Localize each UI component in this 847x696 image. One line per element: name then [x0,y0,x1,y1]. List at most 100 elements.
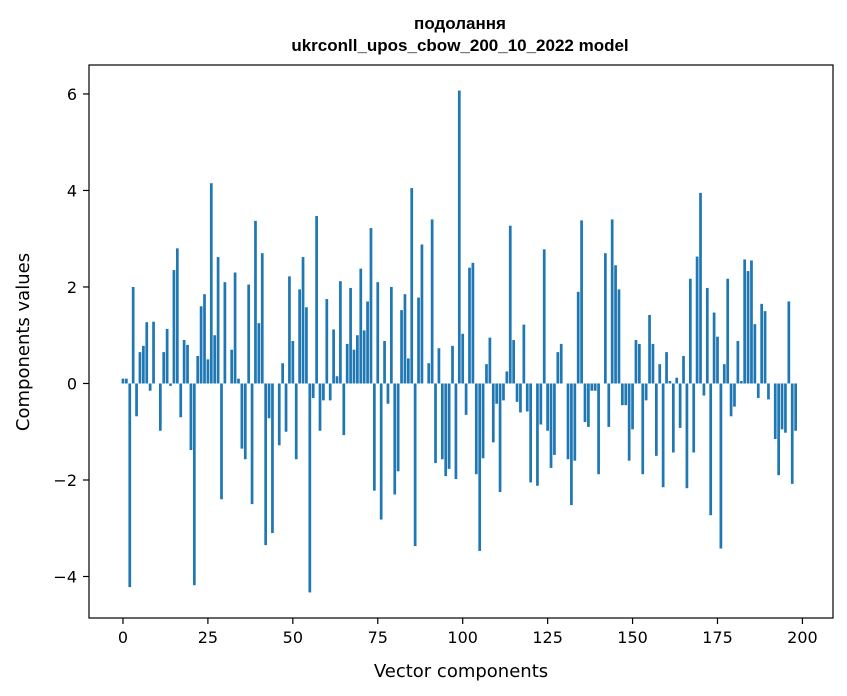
bar-127 [553,383,556,455]
bar-158 [658,364,662,384]
bar-92 [434,383,437,464]
bar-87 [417,297,420,384]
bar-109 [491,383,495,443]
bar-82 [400,310,403,384]
bar-24 [203,294,206,384]
bar-186 [753,324,757,384]
bar-80 [393,383,397,495]
bar-194 [780,383,784,430]
bar-195 [784,383,787,433]
y-tick-label: 0 [67,374,77,393]
bar-11 [158,383,162,431]
bar-38 [250,383,254,505]
x-tick-label: 75 [368,628,388,647]
bar-75 [376,282,380,384]
bar-42 [264,383,268,546]
bar-111 [498,383,502,493]
x-axis-ticks: 0 25 50 75 100 125 150 175 200 [118,618,818,647]
bar-174 [712,312,716,384]
bar-41 [260,253,264,384]
bar-124 [542,249,546,384]
bar-34 [237,378,240,384]
bar-69 [356,335,359,384]
x-tick-label: 150 [617,628,648,647]
bar-44 [271,383,274,534]
bar-64 [339,281,342,384]
bar-21 [192,383,196,586]
bar-30 [223,282,227,384]
bar-152 [638,343,641,384]
bar-54 [305,307,308,384]
bar-192 [773,383,777,439]
x-tick-label: 200 [787,628,818,647]
bar-198 [794,383,797,431]
bar-103 [471,262,475,384]
bar-12 [162,352,166,384]
bar-86 [413,383,417,547]
bar-185 [750,260,753,384]
bar-122 [536,383,539,486]
bar-76 [379,383,383,520]
bar-184 [746,271,750,384]
bar-145 [614,265,617,384]
bar-107 [485,364,488,384]
bar-135 [580,220,583,384]
bar-16 [175,248,179,384]
bar-115 [512,340,516,384]
bar-84 [406,358,410,384]
bar-58 [318,383,322,431]
bar-43 [267,383,271,419]
bar-108 [488,337,492,384]
bar-98 [454,383,458,480]
bar-113 [505,371,509,384]
bar-35 [240,383,244,449]
bar-27 [213,335,217,384]
bar-154 [644,383,648,401]
bar-128 [556,352,560,384]
bar-142 [604,253,607,384]
bar-118 [522,324,526,384]
bar-138 [590,383,594,391]
bar-85 [410,188,414,384]
bar-110 [495,383,499,404]
bar-159 [661,383,665,488]
bar-5 [138,352,142,384]
bar-148 [624,383,628,406]
bar-53 [301,257,305,384]
y-tick-label: −4 [53,568,77,587]
bar-114 [508,225,512,384]
bar-17 [179,383,183,418]
bar-50 [291,341,295,384]
bar-33 [233,272,237,384]
bar-19 [186,344,189,384]
y-axis-label: Components values [13,253,34,431]
bar-59 [322,383,325,401]
bar-125 [546,383,549,431]
bar-139 [593,383,597,391]
bar-161 [668,381,672,384]
y-axis-ticks: −4 −2 0 2 4 6 [53,85,89,587]
bar-18 [182,340,186,384]
bar-60 [325,299,329,384]
bar-133 [573,383,577,461]
bar-95 [444,383,448,477]
bar-126 [549,383,553,468]
bar-62 [332,329,335,384]
bar-134 [576,291,580,384]
bar-183 [743,259,747,384]
bar-144 [610,219,614,384]
bar-96 [447,383,451,469]
bar-188 [760,303,764,384]
bar-29 [220,383,223,500]
bar-173 [709,383,713,516]
bar-167 [688,278,692,384]
bar-73 [369,228,373,384]
y-tick-label: 4 [67,181,77,200]
bar-14 [169,383,172,386]
bar-106 [481,383,485,459]
bar-0 [121,378,125,384]
bar-165 [682,355,685,384]
bar-63 [335,376,339,384]
bar-197 [790,383,794,484]
bar-97 [451,345,454,384]
